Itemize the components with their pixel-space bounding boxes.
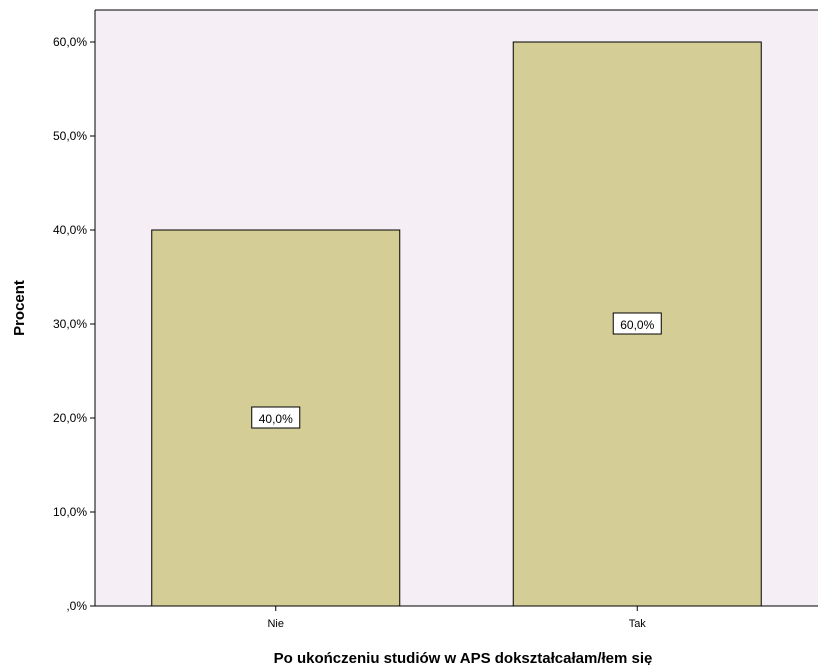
y-tick-label: 30,0% xyxy=(53,317,87,331)
axes-layer: Nie Tak ,0% 10,0% 20,0% 30,0% 40,0% 50,0% 60,0% xyxy=(53,9,818,630)
x-tick-label: Nie xyxy=(267,618,284,630)
y-axis-title: Procent xyxy=(11,280,28,336)
data-label-text: 60,0% xyxy=(620,318,654,332)
data-label-box xyxy=(251,406,301,429)
data-label-box xyxy=(612,312,662,335)
x-axis-title: Po ukończeniu studiów w APS dokształcała… xyxy=(274,650,653,665)
y-tick-label: 10,0% xyxy=(53,505,87,519)
y-tick-label: ,0% xyxy=(66,599,87,613)
data-label-tak: 60,0% xyxy=(612,312,662,335)
y-tick-label: 40,0% xyxy=(53,223,87,237)
y-tick-label: 50,0% xyxy=(53,129,87,143)
y-tick-label: 60,0% xyxy=(53,35,87,49)
labels-layer: 40,0% 60,0% xyxy=(251,312,662,429)
y-tick-label: 20,0% xyxy=(53,411,87,425)
x-tick-label: Tak xyxy=(629,618,647,630)
data-label-nie: 40,0% xyxy=(251,406,301,429)
data-label-text: 40,0% xyxy=(259,412,293,426)
